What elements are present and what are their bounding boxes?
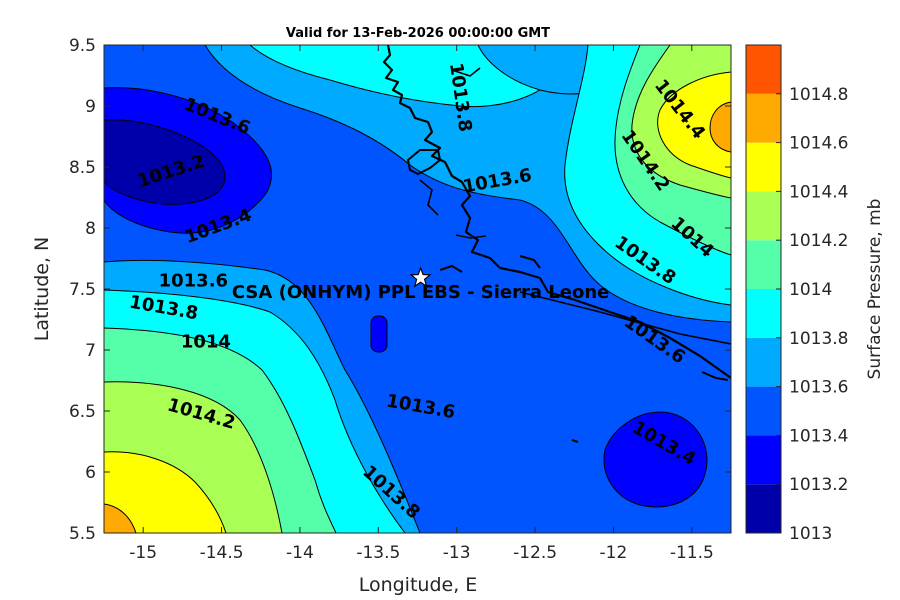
colorbar-tick-label: 1014.6 [789,134,848,154]
contour-label: 1013.6 [159,271,228,292]
colorbar-segment [746,142,781,192]
y-tick-label: 9 [85,97,96,117]
x-tick-label: -14 [286,543,314,563]
x-axis-label: Longitude, E [359,574,478,596]
contour-band-1013-0-northwest [104,119,226,205]
y-axis-label: Latitude, N [31,237,53,342]
colorbar-tick-label: 1013.4 [789,426,848,446]
star-icon [409,266,432,288]
x-tick-label: -15 [129,543,157,563]
contour-band-1014-4-west [104,451,227,533]
x-tick-label: -13.5 [356,543,400,563]
y-axis: 5.5 6 6.5 7 7.5 8 8.5 9 9.5 [69,36,731,544]
y-tick-label: 5.5 [69,524,96,544]
colorbar-segment [746,45,781,94]
colorbar-ticks: 1013 1013.2 1013.4 1013.6 1013.8 1014 1014.2 10… [776,85,848,544]
x-axis: -15 -14.5 -14 -13.5 -13 -12.5 -12 -11.5 [129,45,714,563]
colorbar-tick-label: 1013.8 [789,329,848,349]
site-layer: CSA (ONHYM) PPL EBS - Sierra Leone [232,266,609,303]
contour-band-1013-2-central-pocket [370,315,388,353]
colorbar-tick-label: 1014 [789,280,832,300]
colorbar-segment [746,337,781,387]
y-tick-label: 6.5 [69,402,96,422]
map-title: Valid for 13-Feb-2026 00:00:00 GMT [286,26,550,41]
contour-band-1013-2-southeast [603,411,708,508]
x-tick-label: -11.5 [670,543,714,563]
contour-band-1014-6-west [104,503,137,533]
x-tick-label: -12 [600,543,628,563]
y-tick-label: 8.5 [69,158,96,178]
colorbar-tick-label: 1014.2 [789,231,848,251]
coastline [382,45,731,379]
colorbar-segment [746,386,781,436]
colorbar-tick-label: 1014.4 [789,182,848,202]
contour-band-1014-4-east [657,71,731,179]
y-tick-label: 8 [85,219,96,239]
colorbar-label: Surface Pressure, mb [865,199,885,380]
colorbar-segment [746,191,781,241]
y-tick-label: 9.5 [69,36,96,56]
y-tick-label: 6 [85,463,96,483]
colorbar-tick-label: 1013.6 [789,378,848,398]
colorbar-segment [746,289,781,338]
colorbar-tick-label: 1013 [789,524,832,544]
colorbar-segment [746,240,781,289]
colorbar [746,45,781,533]
map-plot-area [104,45,731,533]
colorbar-segment [746,93,781,143]
x-tick-label: -12.5 [513,543,557,563]
river-lines [419,67,731,345]
x-tick-label: -14.5 [200,543,244,563]
colorbar-tick-label: 1014.8 [789,85,848,105]
site-label: CSA (ONHYM) PPL EBS - Sierra Leone [232,282,609,303]
coastline-islands [406,149,729,443]
colorbar-segment [746,435,781,485]
y-tick-label: 7 [85,341,96,361]
x-tick-label: -13 [443,543,471,563]
y-tick-label: 7.5 [69,280,96,300]
colorbar-segment [746,484,781,533]
colorbar-tick-label: 1013.2 [789,475,848,495]
contour-band-1014-6-east [709,101,731,153]
contour-label: 1014 [181,332,231,353]
